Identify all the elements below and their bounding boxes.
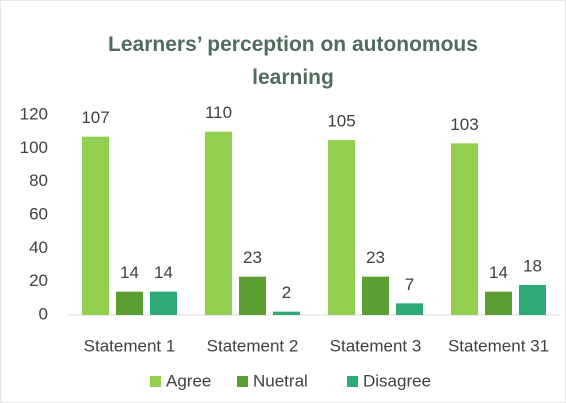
legend-label: Disagree xyxy=(363,371,431,390)
bar xyxy=(150,291,177,315)
bar xyxy=(485,291,512,315)
data-label: 107 xyxy=(81,108,109,127)
legend-swatch xyxy=(150,376,161,387)
data-label: 14 xyxy=(489,263,508,282)
chart-title: Learners’ perception on autonomous learn… xyxy=(108,33,478,89)
data-label: 2 xyxy=(282,283,291,302)
legend-swatch xyxy=(237,376,248,387)
y-tick-label: 120 xyxy=(20,104,48,123)
legend-label: Agree xyxy=(166,371,211,390)
data-label: 23 xyxy=(366,248,385,267)
data-label: 14 xyxy=(120,263,139,282)
bar xyxy=(239,276,266,315)
data-label: 23 xyxy=(243,248,262,267)
x-tick-label: Statement 31 xyxy=(448,336,549,355)
data-label: 110 xyxy=(205,103,232,122)
bar xyxy=(362,276,389,315)
x-tick-label: Statement 3 xyxy=(330,336,422,355)
bar xyxy=(205,131,232,315)
bar xyxy=(451,143,478,315)
y-tick-label: 80 xyxy=(29,171,48,190)
legend-swatch xyxy=(347,376,358,387)
bar xyxy=(396,303,423,315)
bar xyxy=(116,291,143,315)
y-tick-label: 40 xyxy=(29,238,48,257)
data-label: 7 xyxy=(405,275,414,294)
legend-label: Nuetral xyxy=(253,371,308,390)
data-label: 105 xyxy=(327,111,355,130)
x-tick-label: Statement 1 xyxy=(84,336,176,355)
x-tick-label: Statement 2 xyxy=(207,336,299,355)
data-label: 14 xyxy=(154,263,173,282)
data-label: 18 xyxy=(523,256,542,275)
y-tick-label: 100 xyxy=(20,138,48,157)
bar xyxy=(82,136,109,315)
y-tick-label: 60 xyxy=(29,204,48,223)
y-tick-label: 20 xyxy=(29,271,48,290)
y-tick-label: 0 xyxy=(39,304,48,323)
bar xyxy=(519,285,546,315)
data-label: 103 xyxy=(450,115,478,134)
bar xyxy=(273,311,300,315)
bar xyxy=(328,140,355,315)
